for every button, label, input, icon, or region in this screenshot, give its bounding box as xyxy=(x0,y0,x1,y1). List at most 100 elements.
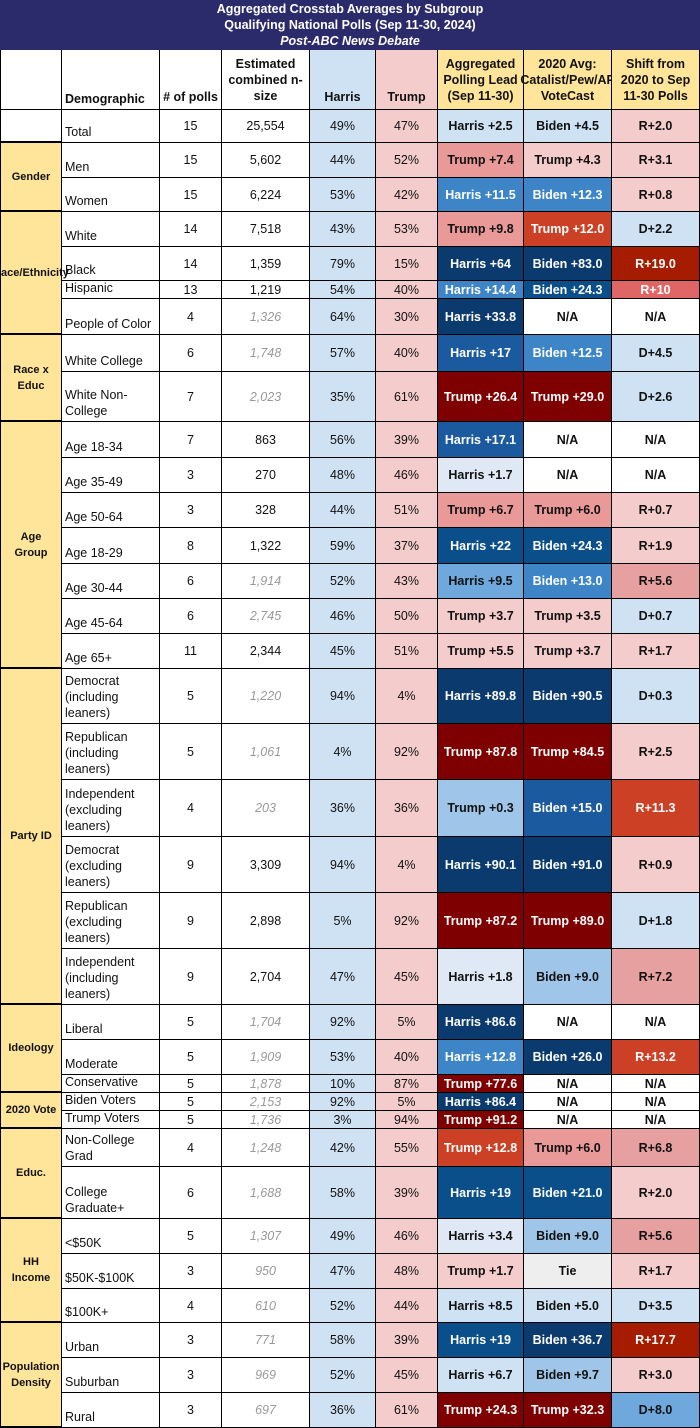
trump-share: 61% xyxy=(376,372,438,422)
harris-share: 35% xyxy=(310,372,376,422)
sample-size: 2,023 xyxy=(222,372,310,422)
demographic: Men xyxy=(62,143,160,178)
trump-share: 51% xyxy=(376,634,438,669)
poll-count: 3 xyxy=(160,493,222,528)
trump-share: 87% xyxy=(376,1075,438,1093)
poll-count: 4 xyxy=(160,1129,222,1167)
poll-count: 4 xyxy=(160,299,222,335)
harris-share: 59% xyxy=(310,528,376,564)
harris-share: 52% xyxy=(310,1289,376,1323)
demographic: Democrat (including leaners) xyxy=(62,669,160,724)
polling-lead: Harris +19 xyxy=(438,1323,524,1358)
trump-share: 53% xyxy=(376,212,438,247)
harris-share: 46% xyxy=(310,599,376,634)
sample-size: 2,153 xyxy=(222,1093,310,1111)
shift: R+0.9 xyxy=(612,837,700,893)
demographic: Independent (including leaners) xyxy=(62,949,160,1005)
title-line: Qualifying National Polls (Sep 11-30, 20… xyxy=(224,18,476,32)
vote-2020: N/A xyxy=(524,1111,612,1129)
group-label: Population Density xyxy=(0,1323,62,1428)
harris-share: 58% xyxy=(310,1323,376,1358)
demographic: Age 30-44 xyxy=(62,564,160,599)
sample-size: 1,736 xyxy=(222,1111,310,1129)
trump-share: 39% xyxy=(376,422,438,458)
demographic: Total xyxy=(62,110,160,143)
polling-lead: Harris +64 xyxy=(438,247,524,281)
group-label: Race/Ethnicity xyxy=(0,212,69,335)
demographic: Republican (excluding leaners) xyxy=(62,893,160,949)
polling-lead: Harris +1.8 xyxy=(438,949,524,1005)
vote-2020: Biden +24.3 xyxy=(524,528,612,564)
sample-size: 328 xyxy=(222,493,310,528)
vote-2020: Biden +21.0 xyxy=(524,1167,612,1219)
shift: R+1.7 xyxy=(612,634,700,669)
polling-lead: Trump +3.7 xyxy=(438,599,524,634)
poll-count: 6 xyxy=(160,564,222,599)
group-label: HH Income xyxy=(0,1219,62,1323)
trump-share: 39% xyxy=(376,1167,438,1219)
vote-2020: N/A xyxy=(524,1093,612,1111)
poll-count: 8 xyxy=(160,528,222,564)
demographic: Independent (excluding leaners) xyxy=(62,780,160,837)
vote-2020: N/A xyxy=(524,1005,612,1040)
trump-share: 44% xyxy=(376,1289,438,1323)
trump-share: 4% xyxy=(376,837,438,893)
poll-count: 3 xyxy=(160,1323,222,1358)
poll-count: 9 xyxy=(160,949,222,1005)
shift: R+0.8 xyxy=(612,178,700,212)
poll-count: 15 xyxy=(160,110,222,143)
vote-2020: Trump +3.7 xyxy=(524,634,612,669)
polling-lead: Harris +86.4 xyxy=(438,1093,524,1111)
trump-share: 15% xyxy=(376,247,438,281)
polling-lead: Harris +33.8 xyxy=(438,299,524,335)
sample-size: 1,248 xyxy=(222,1129,310,1167)
trump-share: 92% xyxy=(376,893,438,949)
trump-share: 45% xyxy=(376,949,438,1005)
polling-lead: Harris +90.1 xyxy=(438,837,524,893)
shift: N/A xyxy=(612,422,700,458)
sample-size: 1,322 xyxy=(222,528,310,564)
column-header: # of polls xyxy=(160,50,222,110)
polling-lead: Harris +3.4 xyxy=(438,1219,524,1254)
shift: D+4.5 xyxy=(612,335,700,372)
demographic: Trump Voters xyxy=(62,1111,160,1129)
sample-size: 697 xyxy=(222,1393,310,1428)
trump-share: 45% xyxy=(376,1358,438,1393)
vote-2020: Biden +90.5 xyxy=(524,669,612,724)
demographic: People of Color xyxy=(62,299,160,335)
shift: R+10 xyxy=(612,281,700,299)
poll-count: 14 xyxy=(160,212,222,247)
vote-2020: Trump +6.0 xyxy=(524,493,612,528)
vote-2020: Biden +26.0 xyxy=(524,1040,612,1075)
sample-size: 1,359 xyxy=(222,247,310,281)
demographic: Age 35-49 xyxy=(62,458,160,493)
demographic: Age 18-34 xyxy=(62,422,160,458)
group-label: Party ID xyxy=(0,669,62,1005)
group-label: Ideology xyxy=(0,1005,62,1093)
poll-count: 3 xyxy=(160,1393,222,1428)
harris-share: 64% xyxy=(310,299,376,335)
trump-share: 37% xyxy=(376,528,438,564)
sample-size: 2,745 xyxy=(222,599,310,634)
demographic: Suburban xyxy=(62,1358,160,1393)
demographic: Non-College Grad xyxy=(62,1129,160,1167)
polling-lead: Harris +2.5 xyxy=(438,110,524,143)
polling-lead: Harris +9.5 xyxy=(438,564,524,599)
column-header: Shift from 2020 to Sep 11-30 Polls xyxy=(612,50,700,110)
demographic: Black xyxy=(62,247,160,281)
column-header: Estimated combined n-size xyxy=(222,50,310,110)
trump-share: 46% xyxy=(376,1219,438,1254)
harris-share: 49% xyxy=(310,1219,376,1254)
poll-count: 5 xyxy=(160,669,222,724)
polling-lead: Harris +1.7 xyxy=(438,458,524,493)
vote-2020: Biden +91.0 xyxy=(524,837,612,893)
demographic: Age 45-64 xyxy=(62,599,160,634)
poll-count: 9 xyxy=(160,837,222,893)
shift: R+3.1 xyxy=(612,143,700,178)
demographic: Women xyxy=(62,178,160,212)
polling-lead: Trump +24.3 xyxy=(438,1393,524,1428)
polling-lead: Trump +6.7 xyxy=(438,493,524,528)
sample-size: 1,326 xyxy=(222,299,310,335)
sample-size: 969 xyxy=(222,1358,310,1393)
sample-size: 1,688 xyxy=(222,1167,310,1219)
